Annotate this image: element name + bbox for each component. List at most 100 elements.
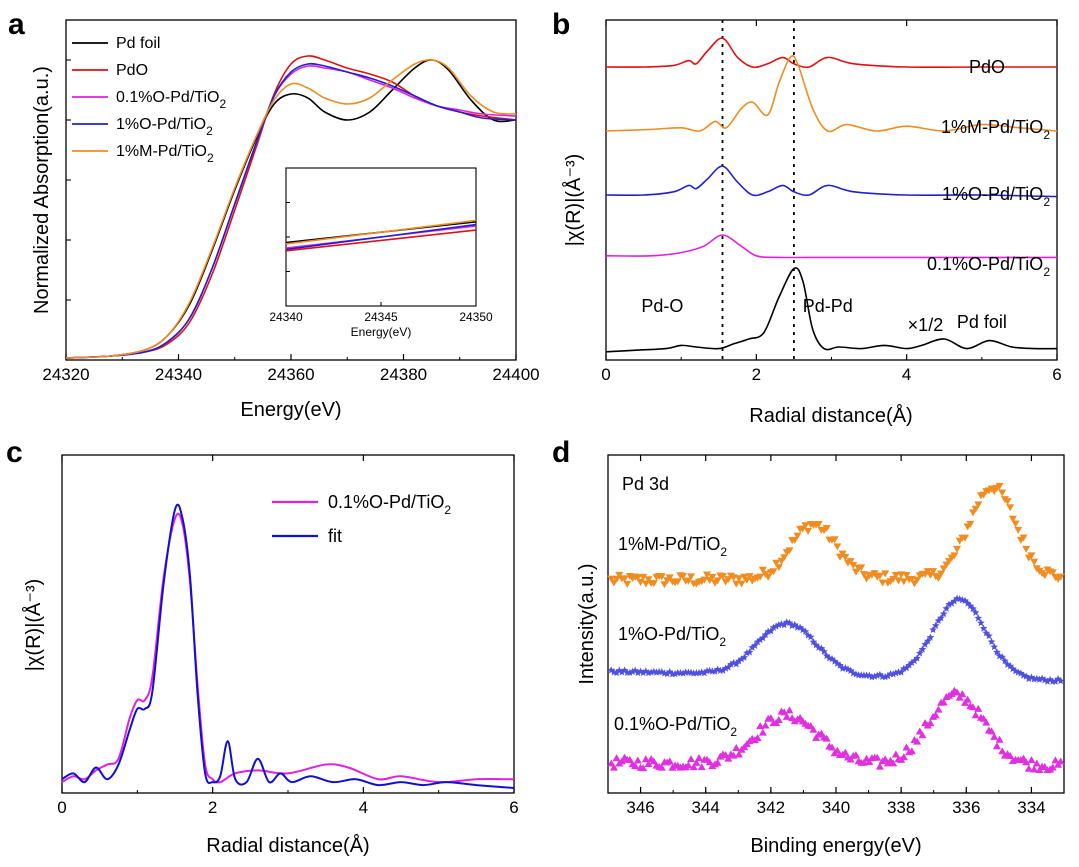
panel-c-xtick-label: 2 bbox=[208, 798, 217, 817]
panel-d-point-0-1-o-pd-tio2 bbox=[828, 743, 837, 751]
panel-d-point-1-m-pd-tio2 bbox=[1014, 526, 1023, 534]
panel-d-point-0-1-o-pd-tio2 bbox=[958, 690, 967, 698]
panel-d-xtick-label: 336 bbox=[952, 798, 980, 817]
panel-d-point-1-m-pd-tio2 bbox=[732, 580, 741, 588]
panel-a-legend-label-pd-foil-text: Pd foil bbox=[116, 35, 160, 52]
panel-d-point-1-o-pd-tio2 bbox=[732, 660, 741, 668]
panel-d-point-0-1-o-pd-tio2 bbox=[907, 747, 916, 755]
panel-d-point-0-1-o-pd-tio2 bbox=[695, 753, 704, 761]
panel-d-point-0-1-o-pd-tio2 bbox=[1051, 756, 1060, 764]
panel-d-point-1-m-pd-tio2 bbox=[633, 574, 642, 582]
panel-d-point-1-o-pd-tio2 bbox=[939, 609, 948, 618]
panel-b-series-label-0-1-o-pd-tio2: 0.1%O-Pd/TiO2 bbox=[927, 254, 1050, 279]
panel-d-point-0-1-o-pd-tio2 bbox=[734, 750, 743, 758]
panel-d-point-0-1-o-pd-tio2 bbox=[992, 742, 1001, 750]
panel-d-point-0-1-o-pd-tio2 bbox=[609, 763, 618, 771]
panel-d-point-0-1-o-pd-tio2 bbox=[657, 763, 666, 771]
panel-d-point-0-1-o-pd-tio2 bbox=[607, 759, 616, 767]
panel-d-point-1-m-pd-tio2 bbox=[1030, 558, 1039, 566]
panel-c-xtick-label: 0 bbox=[57, 798, 66, 817]
panel-d-point-1-o-pd-tio2 bbox=[918, 645, 927, 653]
panel-d-point-1-m-pd-tio2 bbox=[649, 580, 658, 588]
panel-d-series-label-0-1-o-pd-tio2-text: 0.1%O-Pd/TiO bbox=[614, 714, 730, 734]
panel-d-point-0-1-o-pd-tio2 bbox=[809, 725, 818, 733]
panel-d-point-1-m-pd-tio2 bbox=[878, 579, 887, 587]
panel-d-title: Pd 3d bbox=[622, 474, 669, 494]
panel-d-point-1-o-pd-tio2 bbox=[974, 614, 983, 622]
panel-d-point-1-o-pd-tio2 bbox=[780, 620, 788, 629]
panel-d-point-0-1-o-pd-tio2 bbox=[692, 758, 701, 766]
panel-d-point-1-o-pd-tio2 bbox=[612, 668, 621, 677]
panel-d-point-0-1-o-pd-tio2 bbox=[631, 761, 640, 769]
panel-d-point-1-m-pd-tio2 bbox=[785, 547, 794, 555]
panel-d-point-0-1-o-pd-tio2 bbox=[873, 753, 882, 761]
panel-b-line-pdo bbox=[605, 37, 1057, 69]
panel-d-point-0-1-o-pd-tio2 bbox=[822, 734, 831, 742]
panel-b-series-label-0-1-o-pd-tio2-text: 0.1%O-Pd/TiO bbox=[927, 254, 1043, 274]
panel-d-point-1-m-pd-tio2 bbox=[1003, 498, 1012, 506]
panel-d-point-1-m-pd-tio2 bbox=[971, 505, 980, 513]
panel-a-legend-label-pdo-text: PdO bbox=[116, 62, 148, 79]
panel-d-point-1-o-pd-tio2 bbox=[753, 638, 762, 646]
panel-d-point-0-1-o-pd-tio2 bbox=[990, 732, 999, 740]
panel-d-point-1-m-pd-tio2 bbox=[804, 527, 813, 535]
panel-b-line-1-o-pd-tio2 bbox=[605, 165, 1058, 198]
panel-d-point-1-m-pd-tio2 bbox=[897, 571, 906, 579]
panel-d-point-1-m-pd-tio2 bbox=[846, 558, 855, 566]
panel-d-point-0-1-o-pd-tio2 bbox=[649, 757, 658, 765]
panel-label-a: a bbox=[8, 8, 25, 41]
panel-d-point-1-m-pd-tio2 bbox=[1022, 545, 1031, 553]
panel-d-point-1-o-pd-tio2 bbox=[969, 604, 977, 612]
panel-d-point-0-1-o-pd-tio2 bbox=[955, 693, 964, 701]
panel-d-series-label-1-o-pd-tio2: 1%O-Pd/TiO2 bbox=[618, 624, 726, 649]
panel-d-point-0-1-o-pd-tio2 bbox=[1022, 758, 1031, 766]
panel-d-point-1-o-pd-tio2 bbox=[737, 655, 746, 663]
panel-b-annotation-1-2: ×1/2 bbox=[908, 315, 944, 335]
panel-d-point-1-o-pd-tio2 bbox=[724, 663, 733, 671]
panel-d-point-0-1-o-pd-tio2 bbox=[684, 761, 693, 769]
panel-b-series-label-1-m-pd-tio2: 1%M-Pd/TiO2 bbox=[941, 117, 1050, 142]
panel-b-series-label-pdo: PdO bbox=[969, 57, 1005, 77]
panel-d-point-1-m-pd-tio2 bbox=[881, 570, 890, 578]
panel-d-point-1-m-pd-tio2 bbox=[679, 572, 688, 580]
panel-a-legend-label-pd-foil: Pd foil bbox=[116, 35, 160, 52]
panel-d-point-1-o-pd-tio2 bbox=[926, 633, 935, 641]
panel-b-annotation-pd-o: Pd-O bbox=[641, 296, 683, 316]
panel-c-legend-label-0-1-o-pd-tio2: 0.1%O-Pd/TiO2 bbox=[328, 492, 451, 517]
panel-d-point-1-m-pd-tio2 bbox=[703, 571, 712, 579]
panel-d-point-1-o-pd-tio2 bbox=[1001, 656, 1009, 665]
panel-d-point-1-m-pd-tio2 bbox=[673, 578, 682, 586]
panel-d-point-1-o-pd-tio2 bbox=[628, 667, 637, 675]
panel-d-point-1-o-pd-tio2 bbox=[942, 604, 951, 612]
panel-d-point-1-m-pd-tio2 bbox=[998, 489, 1007, 497]
panel-b-annotation-pd-foil: Pd foil bbox=[957, 312, 1007, 332]
panel-d-point-1-o-pd-tio2 bbox=[769, 623, 778, 631]
panel-d-point-1-o-pd-tio2 bbox=[801, 627, 810, 635]
panel-a-inset-xtick-label: 24345 bbox=[364, 310, 398, 324]
panel-d-point-1-o-pd-tio2 bbox=[711, 667, 719, 675]
panel-a-inset-line-1-o-pd-tio2 bbox=[285, 223, 477, 251]
panel-c-line-fit bbox=[61, 503, 515, 789]
panel-d-point-1-o-pd-tio2 bbox=[788, 621, 796, 629]
panel-d-point-1-o-pd-tio2 bbox=[735, 657, 743, 665]
panel-d-point-0-1-o-pd-tio2 bbox=[998, 747, 1007, 755]
panel-d-point-1-m-pd-tio2 bbox=[830, 536, 839, 544]
panel-d-point-0-1-o-pd-tio2 bbox=[1024, 764, 1033, 772]
panel-d-xlabel: Binding energy(eV) bbox=[750, 835, 921, 857]
panel-b-line-pd-foil bbox=[605, 267, 1058, 353]
panel-d-point-0-1-o-pd-tio2 bbox=[713, 758, 722, 766]
panel-a-inset-xlabel: Energy(eV) bbox=[351, 325, 412, 339]
panel-a-line-1-o-pd-tio2 bbox=[65, 62, 517, 359]
panel-d-point-1-o-pd-tio2 bbox=[756, 635, 764, 644]
panel-d-point-1-o-pd-tio2 bbox=[1043, 677, 1052, 685]
panel-d-point-1-o-pd-tio2 bbox=[931, 621, 940, 629]
panel-d-point-1-o-pd-tio2 bbox=[618, 668, 626, 676]
panel-d-point-1-o-pd-tio2 bbox=[820, 647, 828, 655]
panel-d-point-0-1-o-pd-tio2 bbox=[687, 755, 696, 763]
panel-d-point-0-1-o-pd-tio2 bbox=[625, 755, 634, 763]
panel-d-point-1-m-pd-tio2 bbox=[1056, 573, 1065, 581]
panel-d-point-1-o-pd-tio2 bbox=[806, 633, 815, 641]
panel-d-point-1-o-pd-tio2 bbox=[881, 673, 890, 681]
panel-d-point-1-m-pd-tio2 bbox=[841, 553, 850, 561]
